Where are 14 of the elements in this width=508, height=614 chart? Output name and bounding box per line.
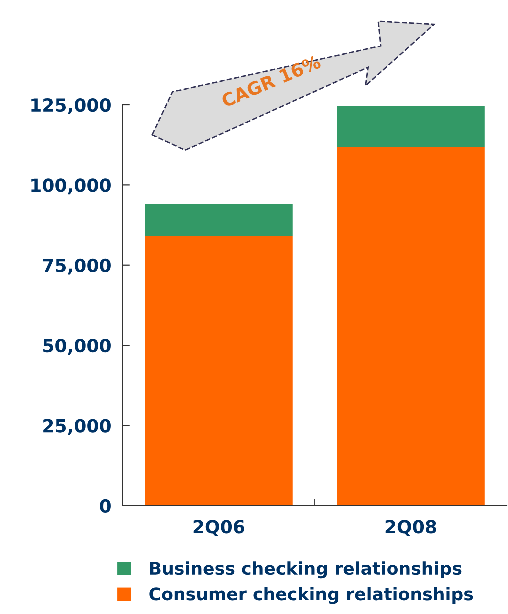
bar <box>145 204 293 236</box>
y-tick-label: 25,000 <box>44 419 111 436</box>
legend-label: Consumer checking relationships <box>150 587 474 604</box>
y-tick-label: 100,000 <box>32 178 111 195</box>
bar <box>145 236 293 506</box>
y-tick-label: 125,000 <box>32 98 111 114</box>
y-tick-label: 50,000 <box>44 339 111 355</box>
bar <box>337 106 485 148</box>
x-tick-label: 2Q06 <box>194 520 244 536</box>
x-tick-label: 2Q08 <box>386 520 436 536</box>
y-tick-label: 0 <box>100 499 111 514</box>
legend-label: Business checking relationships <box>150 562 462 579</box>
y-tick-label: 75,000 <box>43 258 111 275</box>
annotation: CAGR 16% <box>220 54 322 108</box>
